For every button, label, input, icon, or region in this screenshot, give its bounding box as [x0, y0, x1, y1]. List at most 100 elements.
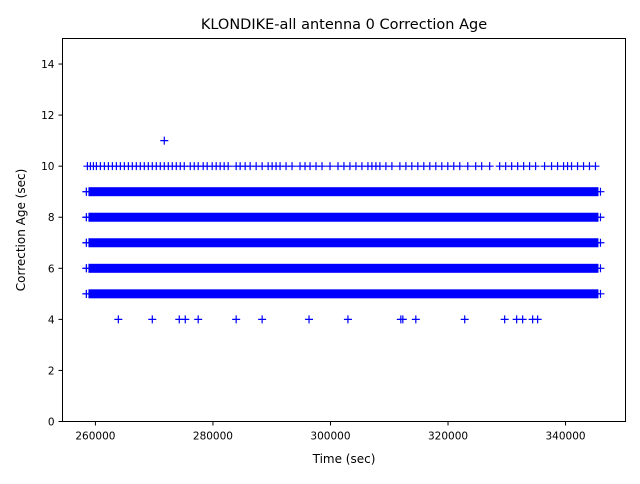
data-point: [455, 162, 464, 171]
data-point: [502, 187, 511, 196]
data-point: [562, 264, 571, 273]
data-point: [472, 264, 481, 273]
data-point: [596, 187, 605, 196]
plot-frame: [62, 38, 626, 422]
data-point: [172, 289, 181, 298]
data-point: [82, 238, 91, 247]
data-point: [262, 264, 271, 273]
data-point: [502, 238, 511, 247]
data-point: [292, 289, 301, 298]
data-point: [477, 162, 486, 171]
data-point: [305, 315, 314, 324]
data-point: [142, 213, 151, 222]
data-point: [202, 213, 211, 222]
data-point: [262, 187, 271, 196]
data-point: [142, 264, 151, 273]
data-point: [172, 238, 181, 247]
data-point: [112, 289, 121, 298]
y-tick-label: 8: [48, 212, 55, 224]
data-point: [232, 315, 241, 324]
data-point: [352, 213, 361, 222]
y-tick-label: 0: [48, 417, 55, 429]
data-point: [442, 238, 451, 247]
data-point: [412, 238, 421, 247]
data-point: [202, 238, 211, 247]
x-tick-label: 300000: [310, 431, 350, 443]
data-point: [258, 315, 267, 324]
data-point: [531, 162, 540, 171]
data-point: [532, 289, 541, 298]
data-point: [472, 238, 481, 247]
data-point: [194, 315, 203, 324]
data-point: [202, 264, 211, 273]
data-point: [114, 315, 123, 324]
data-band-9: [88, 187, 599, 197]
data-point: [412, 289, 421, 298]
data-point: [562, 213, 571, 222]
data-point: [292, 213, 301, 222]
data-point: [398, 315, 407, 324]
data-band-7: [88, 238, 599, 248]
data-point: [562, 187, 571, 196]
data-point: [562, 289, 571, 298]
data-point: [540, 162, 549, 171]
data-point: [322, 238, 331, 247]
data-band-5: [88, 289, 599, 299]
data-point: [82, 187, 91, 196]
data-point: [411, 315, 420, 324]
data-point: [322, 289, 331, 298]
data-point: [172, 264, 181, 273]
data-point: [112, 213, 121, 222]
data-point: [382, 187, 391, 196]
data-point: [326, 162, 335, 171]
data-points: [82, 136, 605, 324]
y-tick-label: 14: [41, 59, 55, 71]
data-point: [292, 264, 301, 273]
y-tick-label: 4: [48, 314, 55, 326]
data-point: [412, 187, 421, 196]
data-point: [292, 238, 301, 247]
data-point: [442, 213, 451, 222]
data-point: [262, 238, 271, 247]
data-point: [322, 187, 331, 196]
data-point: [532, 238, 541, 247]
data-point: [352, 238, 361, 247]
data-point: [532, 187, 541, 196]
data-point: [202, 289, 211, 298]
data-point: [382, 289, 391, 298]
data-point: [502, 213, 511, 222]
data-point: [500, 315, 509, 324]
data-point: [318, 162, 327, 171]
data-point: [352, 264, 361, 273]
data-point: [412, 213, 421, 222]
data-point: [472, 213, 481, 222]
data-point: [472, 187, 481, 196]
data-point: [202, 187, 211, 196]
x-tick-label: 260000: [75, 431, 115, 443]
x-tick-label: 280000: [193, 431, 233, 443]
data-point: [160, 136, 169, 145]
data-point: [502, 264, 511, 273]
data-point: [562, 238, 571, 247]
data-point: [591, 162, 600, 171]
data-point: [352, 289, 361, 298]
data-point: [288, 162, 297, 171]
y-tick-label: 2: [48, 365, 55, 377]
data-point: [112, 187, 121, 196]
data-band-6: [88, 263, 599, 273]
data-point: [82, 264, 91, 273]
y-tick-label: 12: [41, 110, 54, 122]
y-axis: 0 2 4 6 8 10 12 14: [41, 59, 63, 429]
data-point: [382, 238, 391, 247]
y-axis-label: Correction Age (sec): [14, 169, 28, 292]
data-point: [224, 162, 233, 171]
data-point: [472, 289, 481, 298]
data-point: [460, 315, 469, 324]
data-point: [442, 289, 451, 298]
data-band-8: [88, 212, 599, 222]
y-tick-label: 6: [48, 263, 55, 275]
data-point: [596, 213, 605, 222]
data-point: [172, 187, 181, 196]
y-tick-label: 10: [41, 161, 54, 173]
